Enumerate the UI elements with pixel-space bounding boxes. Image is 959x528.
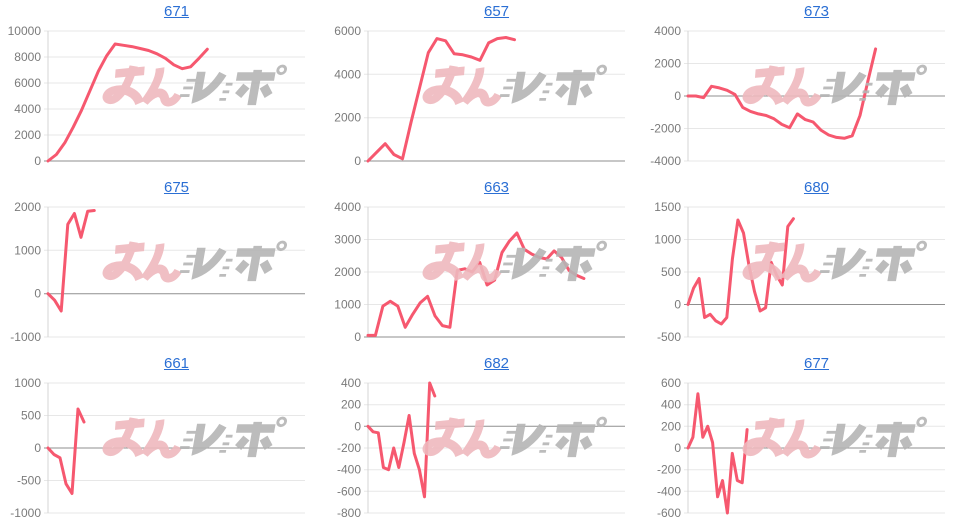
slump-line [46, 407, 86, 495]
y-tick-label: 0 [354, 330, 361, 344]
machine-number-link[interactable]: 671 [163, 3, 190, 20]
y-tick-label: 600 [661, 376, 681, 390]
slump-graph: 600 400 200 0 -200 -400 -600 [657, 376, 945, 520]
slump-line [46, 42, 209, 163]
slump-graph: 6000 4000 2000 0 [334, 24, 625, 168]
y-tick-label: 2000 [654, 57, 681, 71]
y-tick-label: 0 [34, 441, 41, 455]
slump-line [366, 231, 586, 337]
y-tick-label: 0 [354, 419, 361, 433]
y-tick-label: 200 [661, 419, 681, 433]
y-tick-label: -4000 [650, 154, 681, 168]
y-tick-label: 2000 [14, 200, 41, 214]
machine-number-link[interactable]: 657 [483, 3, 510, 20]
machine-chart-cell: 677 600 400 200 0 -200 -400 -600 [640, 352, 959, 528]
y-tick-label: 10000 [8, 24, 42, 38]
slump-line [686, 217, 795, 326]
y-tick-label: -800 [337, 506, 361, 520]
y-tick-label: 8000 [14, 50, 41, 64]
y-tick-label: -400 [337, 463, 361, 477]
y-tick-label: 1500 [654, 200, 681, 214]
y-tick-label: 0 [674, 298, 681, 312]
y-tick-label: -1000 [10, 506, 41, 520]
y-tick-label: 2000 [334, 111, 361, 125]
y-tick-label: 200 [341, 398, 361, 412]
y-tick-label: 0 [674, 89, 681, 103]
machine-number-link[interactable]: 682 [483, 355, 510, 372]
y-tick-label: -500 [17, 474, 41, 488]
machine-chart-cell: 657 6000 4000 2000 0 [320, 0, 640, 176]
y-tick-label: 1000 [14, 376, 41, 390]
slump-graph: 1500 1000 500 0 -500 [654, 200, 945, 344]
slump-line [686, 392, 749, 515]
y-tick-label: 0 [34, 287, 41, 301]
y-tick-label: 4000 [334, 200, 361, 214]
y-tick-label: 0 [354, 154, 361, 168]
slump-graph: 4000 2000 0 -2000 -4000 [650, 24, 945, 168]
slump-line [366, 36, 516, 163]
machine-number-link[interactable]: 680 [803, 179, 830, 196]
y-tick-label: 3000 [334, 233, 361, 247]
machine-chart-cell: 682 400 200 0 -200 -400 -600 -800 [320, 352, 640, 528]
y-tick-label: 2000 [334, 265, 361, 279]
slump-graph: 4000 3000 2000 1000 0 [334, 200, 625, 344]
machine-number-link[interactable]: 673 [803, 3, 830, 20]
y-tick-label: 1000 [334, 298, 361, 312]
y-tick-label: 500 [21, 409, 41, 423]
machine-chart-cell: 675 2000 1000 0 -1000 [0, 176, 320, 352]
machine-number-link[interactable]: 675 [163, 179, 190, 196]
slump-line [686, 47, 878, 140]
machine-number-link[interactable]: 663 [483, 179, 510, 196]
machine-chart-cell: 663 4000 3000 2000 1000 0 [320, 176, 640, 352]
y-tick-label: 0 [674, 441, 681, 455]
y-tick-label: -200 [337, 441, 361, 455]
y-tick-label: 400 [341, 376, 361, 390]
slump-line [366, 381, 437, 499]
machine-chart-cell: 680 1500 1000 500 0 -500 [640, 176, 959, 352]
machine-chart-cell: 673 4000 2000 0 -2000 -4000 [640, 0, 959, 176]
y-tick-label: -500 [657, 330, 681, 344]
y-tick-label: 400 [661, 398, 681, 412]
machine-number-link[interactable]: 661 [163, 355, 190, 372]
slump-graph: 2000 1000 0 -1000 [10, 200, 305, 344]
y-tick-label: 1000 [14, 243, 41, 257]
y-tick-label: 0 [34, 154, 41, 168]
y-tick-label: -1000 [10, 330, 41, 344]
y-tick-label: 6000 [334, 24, 361, 38]
y-tick-label: -200 [657, 463, 681, 477]
y-tick-label: 2000 [14, 128, 41, 142]
slump-graph: 1000 500 0 -500 -1000 [10, 376, 305, 520]
y-tick-label: 4000 [334, 67, 361, 81]
slump-graph: 10000 8000 6000 4000 2000 0 [8, 24, 305, 168]
y-tick-label: 1000 [654, 233, 681, 247]
slump-line [46, 209, 96, 313]
y-tick-label: 6000 [14, 76, 41, 90]
y-tick-label: 500 [661, 265, 681, 279]
machine-chart-cell: 661 1000 500 0 -500 -1000 [0, 352, 320, 528]
slump-graph: 400 200 0 -200 -400 -600 -800 [337, 376, 625, 520]
y-tick-label: 4000 [654, 24, 681, 38]
y-tick-label: -400 [657, 484, 681, 498]
y-tick-label: -600 [337, 484, 361, 498]
y-tick-label: 4000 [14, 102, 41, 116]
machine-chart-cell: 671 10000 8000 6000 4000 2000 0 [0, 0, 320, 176]
machine-number-link[interactable]: 677 [803, 355, 830, 372]
y-tick-label: -2000 [650, 122, 681, 136]
y-tick-label: -600 [657, 506, 681, 520]
